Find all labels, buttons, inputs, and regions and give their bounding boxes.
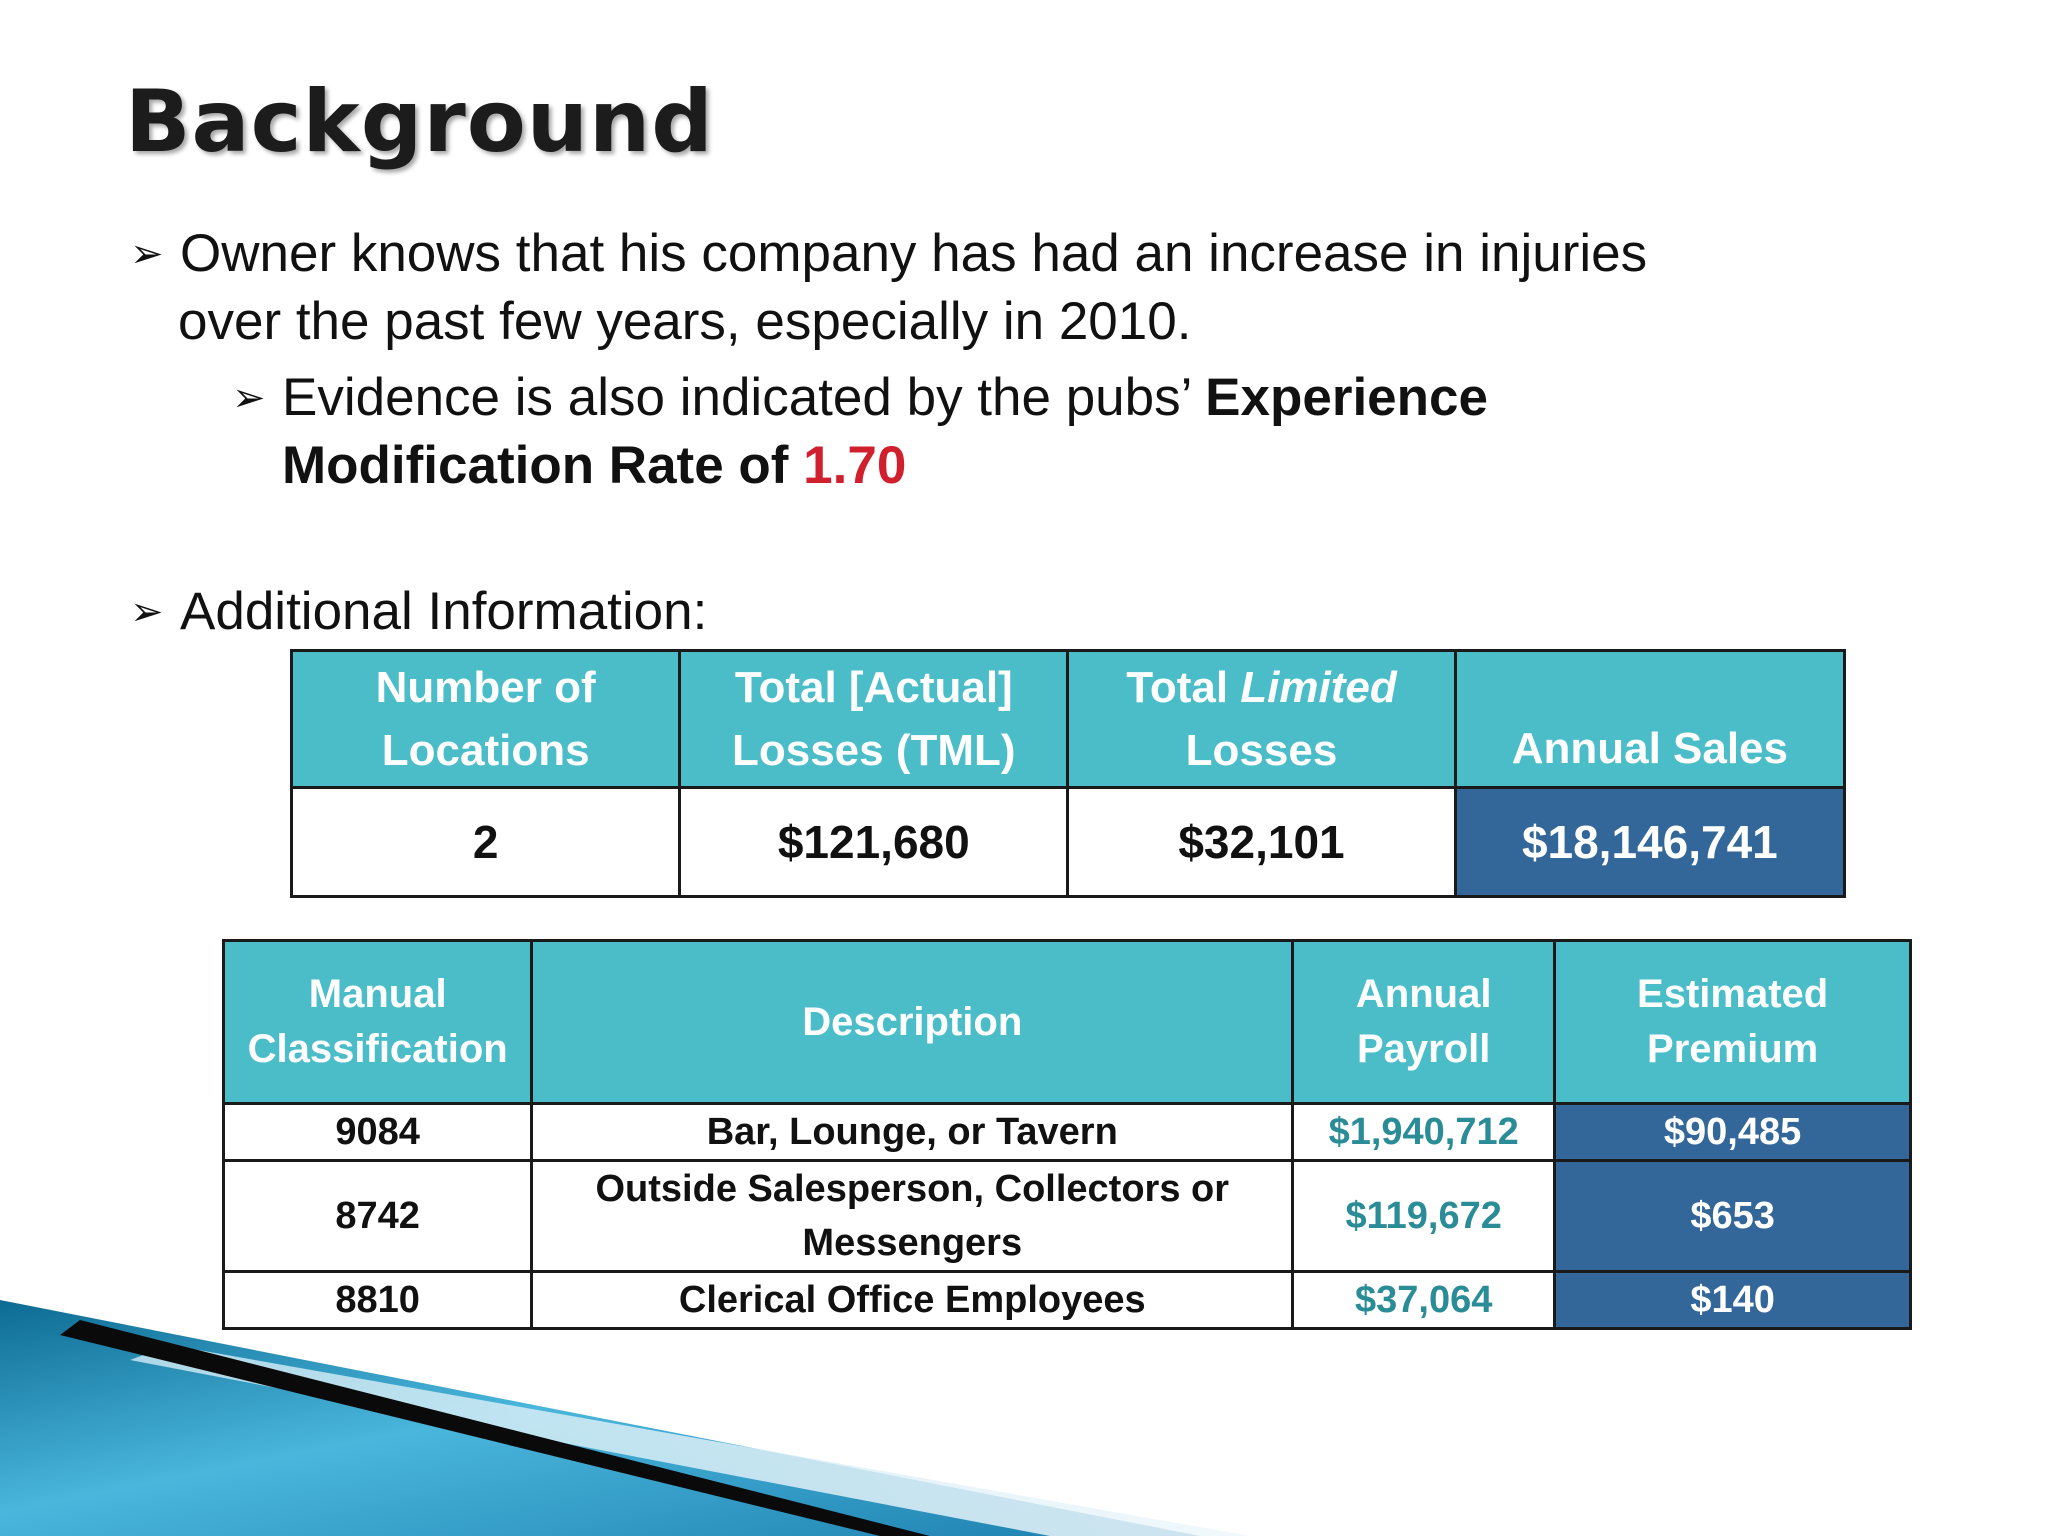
header-payroll-line1: Annual xyxy=(1355,972,1492,1016)
header-annual-sales: Annual Sales xyxy=(1453,649,1847,789)
arrow-bullet-icon: ➢ xyxy=(232,375,266,421)
cell-locations: 2 xyxy=(289,786,682,898)
cell-premium: $140 xyxy=(1553,1270,1912,1330)
bullet-injuries-line1: Owner knows that his company has had an … xyxy=(180,224,1648,283)
summary-table: Number of Locations Total [Actual] Losses … xyxy=(289,649,1847,898)
header-classification-line1: Manual xyxy=(308,972,447,1016)
slide-title: Background xyxy=(125,72,714,172)
header-limited-em: Limited xyxy=(1240,663,1397,712)
bullet-evidence-bold1: Experience xyxy=(1205,368,1488,427)
header-classification: Manual Classification xyxy=(221,939,534,1105)
summary-data-row: 2 $121,680 $32,101 $18,146,741 xyxy=(289,786,1847,898)
bullet-additional-info: ➢ Additional Information: xyxy=(130,578,707,646)
bullet-injuries-line2: over the past few years, especially in 2… xyxy=(178,292,1192,351)
header-limited-losses: Total Limited Losses xyxy=(1066,649,1457,789)
cell-code: 8810 xyxy=(221,1270,534,1330)
bullet-evidence-bold2: Modification Rate of xyxy=(282,436,804,495)
bullet-additional-info-text: Additional Information: xyxy=(180,582,708,641)
header-payroll-line2: Payroll xyxy=(1356,1027,1491,1071)
cell-description-line2: Messengers xyxy=(802,1222,1023,1264)
cell-premium: $90,485 xyxy=(1553,1102,1912,1162)
cell-code: 9084 xyxy=(221,1102,534,1162)
cell-premium: $653 xyxy=(1553,1159,1912,1273)
header-payroll: Annual Payroll xyxy=(1291,939,1557,1105)
table-row: 8810 Clerical Office Employees $37,064 $… xyxy=(221,1270,1912,1330)
header-locations-line2: Locations xyxy=(381,726,590,775)
cell-payroll: $37,064 xyxy=(1291,1270,1557,1330)
summary-header-row: Number of Locations Total [Actual] Losses … xyxy=(289,649,1847,789)
swoosh-black-line xyxy=(60,1320,930,1536)
cell-description-line1: Outside Salesperson, Collectors or xyxy=(595,1168,1230,1210)
header-locations-line1: Number of xyxy=(375,663,596,712)
bullet-evidence: ➢ Evidence is also indicated by the pubs’… xyxy=(232,364,1488,500)
header-tml: Total [Actual] Losses (TML) xyxy=(678,649,1070,789)
cell-annual-sales: $18,146,741 xyxy=(1453,786,1847,898)
arrow-bullet-icon: ➢ xyxy=(130,231,164,277)
classification-header-row: Manual Classification Description Annual P… xyxy=(221,939,1912,1105)
cell-code: 8742 xyxy=(221,1159,534,1273)
bullet-evidence-line2: Modification Rate of 1.70 xyxy=(232,432,1488,500)
swoosh-light-shape xyxy=(130,1345,1250,1536)
classification-table: Manual Classification Description Annual P… xyxy=(221,939,1912,1330)
decorative-swoosh xyxy=(0,1300,1250,1536)
table-row: 9084 Bar, Lounge, or Tavern $1,940,712 $… xyxy=(221,1102,1912,1162)
header-classification-line2: Classification xyxy=(247,1027,508,1071)
header-description: Description xyxy=(530,939,1295,1105)
header-limited-pre: Total xyxy=(1126,663,1241,712)
cell-description: Clerical Office Employees xyxy=(530,1270,1295,1330)
header-tml-line1: Total [Actual] xyxy=(734,663,1013,712)
header-premium-line1: Estimated xyxy=(1637,972,1829,1016)
arrow-bullet-icon: ➢ xyxy=(130,589,164,635)
emr-rate-value: 1.70 xyxy=(803,436,907,495)
bullet-evidence-text: Evidence is also indicated by the pubs’ xyxy=(282,368,1206,427)
header-premium-line2: Premium xyxy=(1647,1027,1819,1071)
cell-limited-losses: $32,101 xyxy=(1066,786,1457,898)
cell-tml: $121,680 xyxy=(678,786,1070,898)
bullet-injuries: ➢ Owner knows that his company has had an… xyxy=(130,220,1647,356)
cell-payroll: $119,672 xyxy=(1291,1159,1557,1273)
header-tml-line2: Losses (TML) xyxy=(731,726,1016,775)
cell-description: Bar, Lounge, or Tavern xyxy=(530,1102,1295,1162)
cell-description: Outside Salesperson, Collectors or Messen… xyxy=(530,1159,1295,1273)
header-locations: Number of Locations xyxy=(289,649,682,789)
header-limited-line2: Losses xyxy=(1185,726,1338,775)
header-premium: Estimated Premium xyxy=(1553,939,1912,1105)
cell-payroll: $1,940,712 xyxy=(1291,1102,1557,1162)
table-row: 8742 Outside Salesperson, Collectors or M… xyxy=(221,1159,1912,1273)
